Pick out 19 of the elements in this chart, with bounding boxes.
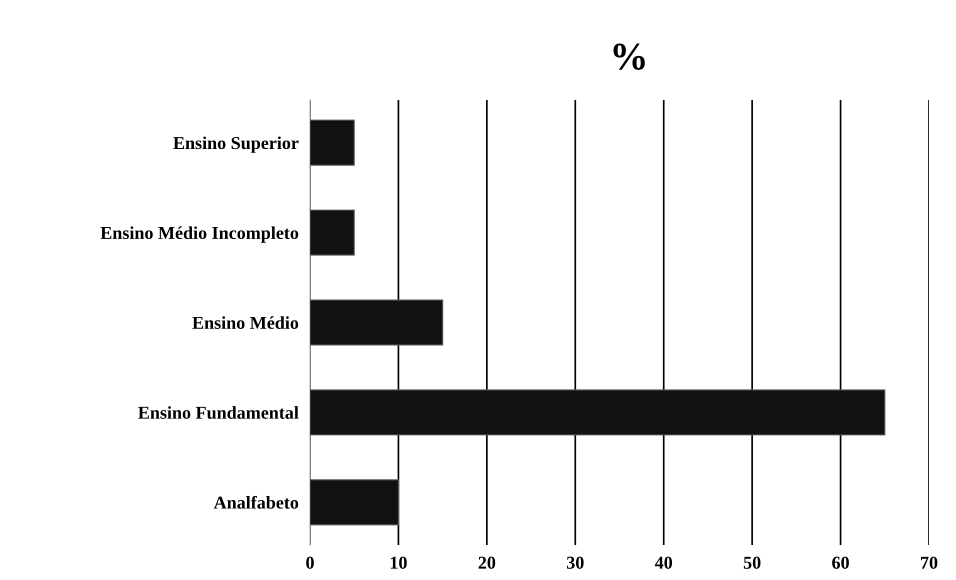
bar xyxy=(310,479,399,526)
bar xyxy=(310,210,355,256)
bar xyxy=(310,120,355,166)
x-tick-label: 70 xyxy=(921,556,938,569)
x-tick-label: 50 xyxy=(744,556,760,569)
x-tick-label: 0 xyxy=(306,556,314,569)
x-tick-label: 60 xyxy=(832,556,849,569)
x-tick-label: 20 xyxy=(478,556,496,569)
y-tick-label: Ensino Superior xyxy=(173,136,298,153)
y-tick-label: Analfabeto xyxy=(214,496,298,509)
bar xyxy=(310,389,886,436)
y-tick-label: Ensino Fundamental xyxy=(138,406,299,419)
y-tick-label: Ensino Médio xyxy=(192,316,298,329)
x-tick-label: 40 xyxy=(654,556,672,569)
x-tick-label: 30 xyxy=(566,556,584,569)
y-tick-label: Ensino Médio Incompleto xyxy=(100,226,298,243)
chart-title: % xyxy=(614,43,645,70)
x-tick-label: 10 xyxy=(390,556,407,569)
bar xyxy=(310,299,444,346)
